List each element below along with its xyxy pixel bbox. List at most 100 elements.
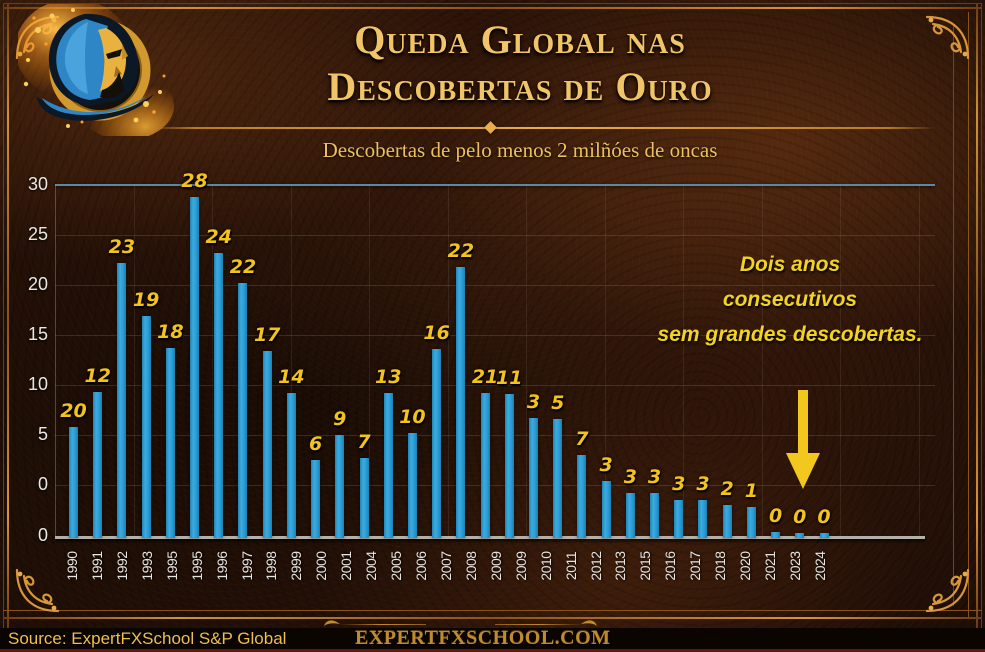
y-tick-label: 20 [27, 274, 48, 294]
x-tick-label: 2012 [587, 551, 604, 581]
h-gridline [55, 485, 935, 486]
bar-value-label: 10 [399, 406, 426, 428]
bottom-edge-strip [0, 649, 985, 652]
x-tick-label: 1993 [138, 551, 155, 581]
bar-value-label: 24 [205, 226, 232, 248]
bar-value-label: 5 [551, 392, 565, 414]
bar-value-label: 12 [84, 365, 111, 387]
expertfx-knight-logo [18, 4, 174, 136]
bar-value-label: 20 [60, 400, 87, 422]
bar-value-label: 3 [672, 473, 686, 495]
bar-value-label: 0 [817, 506, 831, 528]
y-tick-label: 0 [37, 474, 48, 494]
footer-flourish-right [581, 620, 597, 626]
x-tick-label: 2001 [338, 551, 355, 581]
v-gridline [526, 185, 527, 538]
bar [432, 349, 442, 538]
bar [407, 433, 417, 538]
bar-value-label: 11 [496, 367, 523, 389]
bar [69, 427, 78, 538]
source-text: Source: ExpertFXSchool S&P Global [8, 629, 287, 648]
bar-value-label: 13 [374, 366, 402, 388]
bar [190, 197, 200, 538]
bar-value-label: 23 [108, 236, 136, 258]
x-tick-label: 1991 [88, 551, 105, 581]
bar-value-label: 17 [253, 324, 281, 346]
bar [311, 460, 321, 538]
bar-value-label: 0 [768, 505, 783, 527]
bar [504, 394, 514, 538]
bar [141, 316, 151, 538]
x-tick-label: 2016 [662, 551, 679, 581]
bar [165, 348, 175, 538]
h-gridline [55, 435, 935, 436]
x-tick-label: 2009 [512, 551, 529, 581]
bar [262, 351, 272, 538]
corner-flourish-top-right [925, 15, 970, 60]
y-tick-label: 15 [27, 324, 48, 344]
frame-line-bottom-inner [3, 610, 982, 611]
bar-value-label: 21 [471, 366, 499, 388]
y-tick-label: 5 [37, 424, 48, 444]
top-gridline [55, 184, 935, 186]
x-tick-label: 2000 [313, 551, 330, 581]
bar [286, 393, 296, 538]
bar [795, 533, 805, 538]
x-tick-label: 2020 [737, 551, 754, 581]
y-tick-label: 30 [27, 174, 48, 194]
x-axis-baseline [55, 536, 925, 539]
bar [601, 481, 611, 538]
frame-line-right-outer [981, 3, 982, 628]
corner-flourish-bottom-left [15, 568, 60, 613]
bar-value-label: 1 [744, 480, 758, 502]
bar [650, 493, 660, 538]
x-tick-label: 1996 [213, 551, 230, 581]
corner-flourish-bottom-right [925, 568, 970, 613]
footer-ornament-line-left [338, 624, 426, 625]
footer-flourish-left [324, 620, 340, 626]
bar [214, 253, 224, 538]
bar-value-label: 3 [599, 454, 613, 476]
v-gridline [840, 185, 841, 538]
chart-subtitle: Descobertas de pelo menos 2 milñóes de o… [322, 138, 718, 162]
frame-line-right-inner1 [968, 12, 969, 618]
x-tick-label: 2009 [487, 551, 504, 581]
bar-value-label: 28 [181, 170, 208, 192]
x-tick-label: 2008 [462, 551, 479, 581]
x-tick-label: 2017 [687, 551, 704, 581]
footer-ornament-line-right [495, 624, 583, 625]
x-tick-label: 2007 [437, 551, 454, 581]
x-tick-label: 1998 [263, 551, 280, 581]
bar-value-label: 2 [720, 478, 734, 500]
bar-value-label: 3 [696, 473, 710, 495]
y-tick-label: 25 [27, 224, 48, 244]
x-tick-label: 2005 [388, 551, 405, 581]
title-line-1: Queda Global nas [354, 17, 686, 62]
v-gridline [290, 185, 292, 538]
x-tick-label: 2015 [637, 551, 654, 581]
bar [553, 419, 563, 538]
bar [577, 455, 587, 538]
chart-annotation: Dois anos consecutivos sem grandes desco… [640, 247, 940, 352]
bar-value-label: 9 [333, 408, 347, 430]
x-tick-label: 2013 [612, 551, 629, 581]
title-line-2: Descobertas de Ouro [327, 64, 713, 109]
page-title: Queda Global nas Descobertas de Ouro [250, 16, 790, 110]
h-gridline [55, 335, 935, 336]
v-gridline [683, 185, 684, 538]
x-tick-label: 2010 [537, 551, 554, 581]
bar [746, 507, 756, 538]
frame-line-right-inner2 [953, 24, 954, 606]
bar [528, 418, 538, 538]
annotation-line-2: consecutivos [722, 288, 858, 311]
v-gridline [212, 185, 213, 538]
bar [359, 458, 369, 538]
bar [819, 533, 829, 538]
bar-value-label: 7 [575, 428, 589, 450]
bar [722, 505, 732, 538]
v-gridline [604, 185, 606, 538]
bar-value-label: 3 [623, 466, 637, 488]
bar [480, 393, 490, 538]
bar-value-label: 22 [447, 240, 475, 262]
